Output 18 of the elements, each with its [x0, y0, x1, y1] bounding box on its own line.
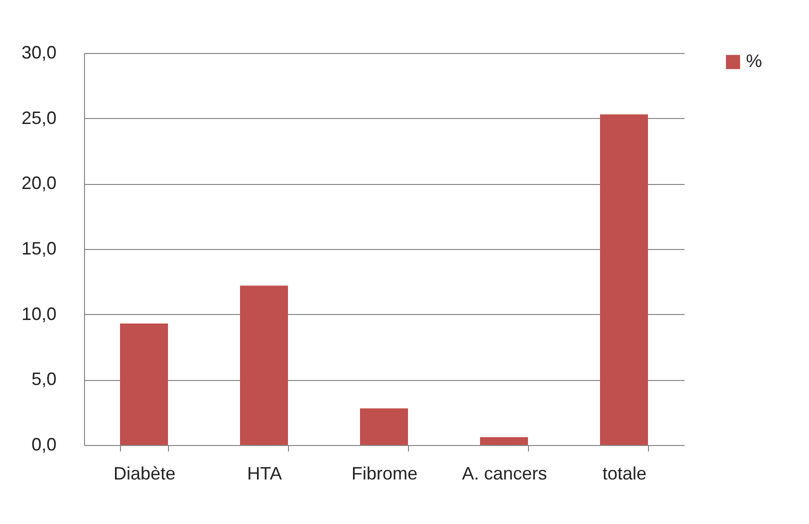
- bar: [240, 286, 288, 445]
- legend-label: %: [746, 51, 762, 71]
- bar: [360, 408, 408, 445]
- y-tick-label: 15,0: [21, 238, 56, 258]
- bar: [480, 437, 528, 445]
- x-tick-label: totale: [602, 464, 647, 484]
- y-tick-label: 5,0: [31, 369, 56, 390]
- y-tick-label: 0,0: [31, 434, 56, 454]
- y-tick-label: 25,0: [21, 108, 56, 128]
- x-tick-label: HTA: [247, 464, 282, 484]
- x-tick-label: Fibrome: [351, 464, 418, 484]
- x-tick-label: A. cancers: [462, 464, 548, 484]
- bar: [600, 114, 648, 445]
- y-tick-label: 10,0: [21, 304, 56, 324]
- bar: [120, 323, 168, 445]
- y-tick-label: 20,0: [21, 173, 56, 194]
- y-tick-label: 30,0: [21, 42, 56, 62]
- x-tick-label: Diabète: [113, 464, 176, 484]
